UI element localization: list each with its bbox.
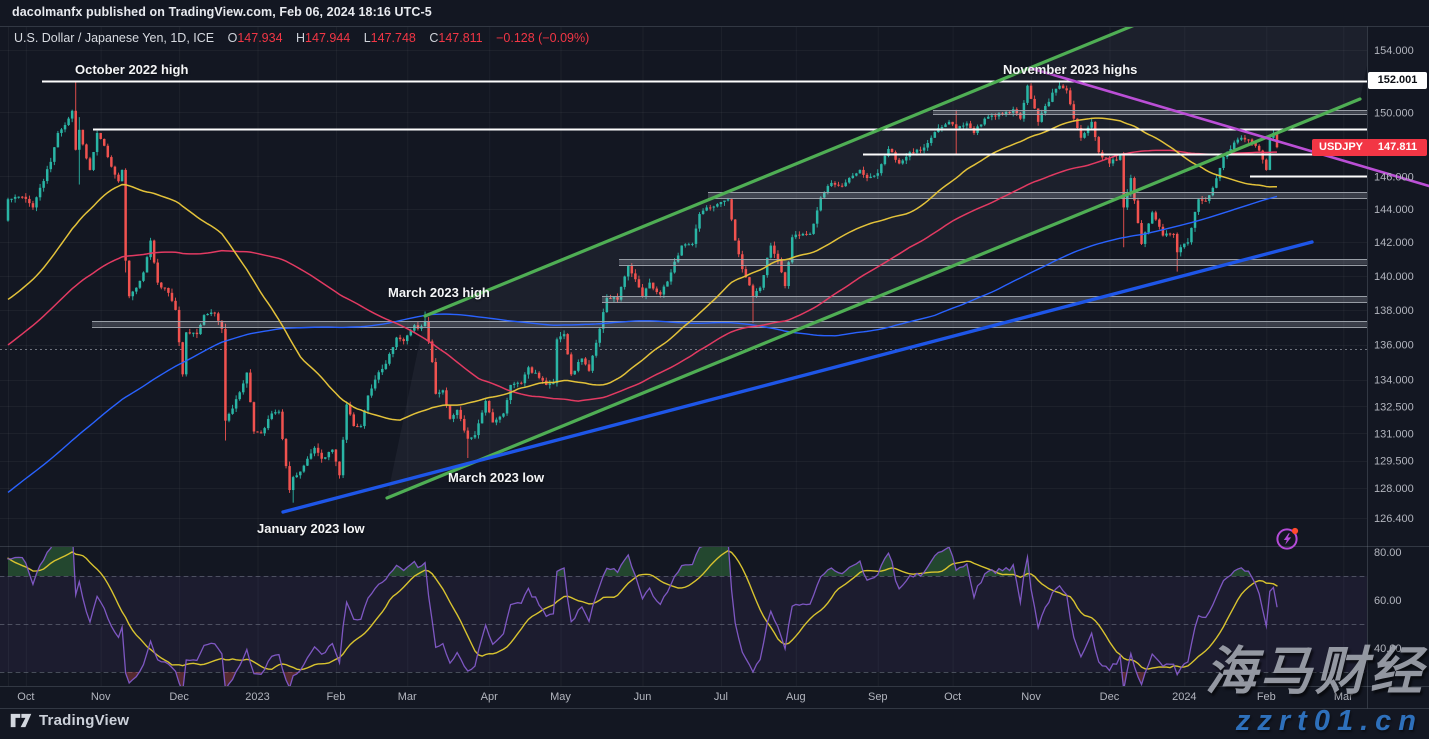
high-value: 147.944: [305, 31, 351, 45]
watermark-text: 海马财经: [1204, 643, 1425, 701]
annotation-november-2023-highs: November 2023 highs: [1003, 62, 1138, 77]
annotation-march-2023-low: March 2023 low: [448, 470, 545, 485]
low-label: L: [363, 31, 371, 45]
attribution-bar: dacolmanfx published on TradingView.com,…: [12, 5, 432, 19]
close-value: 147.811: [438, 31, 483, 45]
symbol-price-label: USDJPY: [1312, 139, 1371, 156]
line-price-badge: 152.001: [1368, 72, 1427, 89]
symbol-title: U.S. Dollar / Japanese Yen, 1D, ICE: [14, 31, 215, 45]
last-price-badge: 147.811: [1368, 139, 1427, 156]
tradingview-brand-text: TradingView: [39, 712, 130, 729]
annotation-january-2023-low: January 2023 low: [257, 521, 365, 536]
low-value: 147.748: [370, 31, 416, 45]
watermark-url: zzrt01.cn: [1235, 705, 1423, 737]
flash-ideas-button[interactable]: [1274, 524, 1302, 552]
change-value: −0.128 (−0.09%): [496, 31, 590, 45]
close-label: C: [429, 31, 439, 45]
tradingview-footer-link[interactable]: TradingView: [10, 712, 129, 729]
open-label: O: [227, 31, 238, 45]
annotation-october-2022-high: October 2022 high: [75, 62, 189, 77]
lightning-icon: [1276, 527, 1299, 550]
chart-legend: U.S. Dollar / Japanese Yen, 1D, ICE O147…: [14, 31, 589, 45]
high-label: H: [296, 31, 306, 45]
notification-dot-icon: [1291, 527, 1299, 535]
open-value: 147.934: [237, 31, 283, 45]
tradingview-logo-icon: [10, 713, 32, 728]
annotation-march-2023-high: March 2023 high: [388, 285, 490, 300]
